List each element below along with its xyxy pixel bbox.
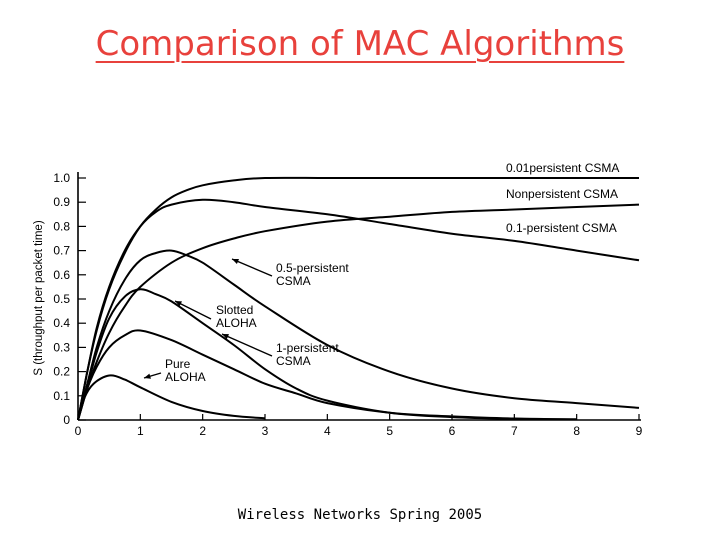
- y-tick-label: 0.6: [53, 268, 70, 282]
- curve-0-5-persistent-csma: [77, 249, 640, 421]
- x-tick-label: 1: [137, 424, 144, 438]
- x-tick-label: 7: [511, 424, 518, 438]
- curve-1-persistent-csma: [77, 288, 577, 421]
- slide-footer: Wireless Networks Spring 2005: [237, 507, 483, 523]
- y-tick-label: 0.3: [53, 340, 70, 354]
- chart-axes: 0 1 2 3 4 5 6 7 8 9 0 0.1 0.2 0.3 0.4 0.5 0.6 0.7 0.8 0.9 1.…: [33, 171, 643, 438]
- slide-title: Comparison of MAC Algorithms: [95, 24, 625, 64]
- x-tick-label: 3: [262, 424, 269, 438]
- arrowhead: [222, 334, 229, 340]
- curve-label-0-01persistent-csma: 0.01persistent CSMA: [506, 161, 619, 175]
- curve-label-pure-aloha: Pure: [165, 357, 191, 371]
- label-leader-arrow: [174, 300, 212, 320]
- curve-label-slotted-aloha: Slotted: [216, 303, 253, 317]
- y-tick-label: 0.9: [53, 195, 70, 209]
- chart-curves: [77, 176, 640, 421]
- curve-pure-aloha: [77, 374, 266, 421]
- arrowhead: [232, 259, 239, 264]
- arrowhead: [144, 373, 151, 379]
- y-tick-label: 0: [63, 413, 70, 427]
- y-tick-label: 1.0: [53, 171, 70, 185]
- curve-nonpersistent-csma: [77, 203, 640, 421]
- curve-label-0-1-persistent-csma: 0.1-persistent CSMA: [506, 221, 617, 235]
- y-tick-label: 0.2: [53, 365, 70, 379]
- x-tick-label: 4: [324, 424, 331, 438]
- curve-0-1-persistent-csma: [77, 198, 640, 421]
- x-tick-label: 8: [573, 424, 580, 438]
- x-tick-label: 5: [386, 424, 393, 438]
- y-tick-label: 0.4: [53, 316, 70, 330]
- curve-label-nonpersistent-csma: Nonpersistent CSMA: [506, 187, 618, 201]
- label-leader-arrow: [231, 258, 273, 277]
- label-leader-arrow: [221, 333, 273, 357]
- curve-label-0-5-persistent-csma: CSMA: [276, 274, 311, 288]
- chart-curve-labels: 0.01persistent CSMA Nonpersistent CSMA 0.1…: [143, 161, 619, 384]
- arrowhead: [175, 301, 182, 307]
- y-tick-label: 0.8: [53, 219, 70, 233]
- y-tick-label: 0.5: [53, 292, 70, 306]
- y-tick-label: 0.7: [53, 244, 70, 258]
- y-tick-label: 0.1: [53, 389, 70, 403]
- y-axis-label: S (throughput per packet time): [33, 220, 45, 375]
- x-tick-label: 0: [75, 424, 82, 438]
- x-tick-label: 2: [199, 424, 206, 438]
- x-tick-label: 9: [636, 424, 643, 438]
- curve-label-1-persistent-csma: 1-persistent: [276, 341, 339, 355]
- curve-label-slotted-aloha: ALOHA: [216, 316, 257, 330]
- x-tick-label: 6: [449, 424, 456, 438]
- curve-label-1-persistent-csma: CSMA: [276, 354, 311, 368]
- curve-0-01persistent-csma: [77, 176, 639, 421]
- curve-label-0-5-persistent-csma: 0.5-persistent: [276, 261, 349, 275]
- curve-label-pure-aloha: ALOHA: [165, 370, 206, 384]
